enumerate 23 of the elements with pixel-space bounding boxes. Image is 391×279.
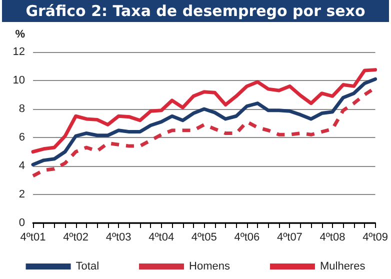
legend-label: Mulheres (320, 260, 366, 272)
y-axis-title: % (15, 28, 26, 40)
line-series (31, 68, 378, 154)
y-tick-label: 0 (18, 217, 25, 229)
y-tick-label: 12 (12, 46, 25, 58)
x-tick-label: 4ºt02 (63, 232, 89, 244)
y-tick-label: 4 (18, 160, 25, 172)
chart-title: Gráfico 2: Taxa de desemprego por sexo (2, 0, 389, 22)
x-tick-label: 4ºt09 (362, 232, 388, 244)
y-tick-label: 6 (18, 132, 25, 144)
x-tick-label: 4ºt08 (320, 232, 346, 244)
y-tick-label: 8 (18, 103, 25, 115)
x-tick-label: 4ºt06 (234, 232, 260, 244)
y-tick-label: 10 (12, 74, 25, 86)
y-tick-label: 2 (18, 188, 25, 200)
x-tick-label: 4ºt04 (148, 232, 174, 244)
x-tick-label: 4ºt07 (276, 232, 302, 244)
line-series (31, 77, 378, 166)
legend-label: Total (76, 260, 100, 272)
x-tick-label: 4ºt01 (20, 232, 46, 244)
x-tick-label: 4ºt03 (106, 232, 132, 244)
legend-label: Homens (189, 260, 230, 272)
x-tick-label: 4ºt05 (191, 232, 217, 244)
